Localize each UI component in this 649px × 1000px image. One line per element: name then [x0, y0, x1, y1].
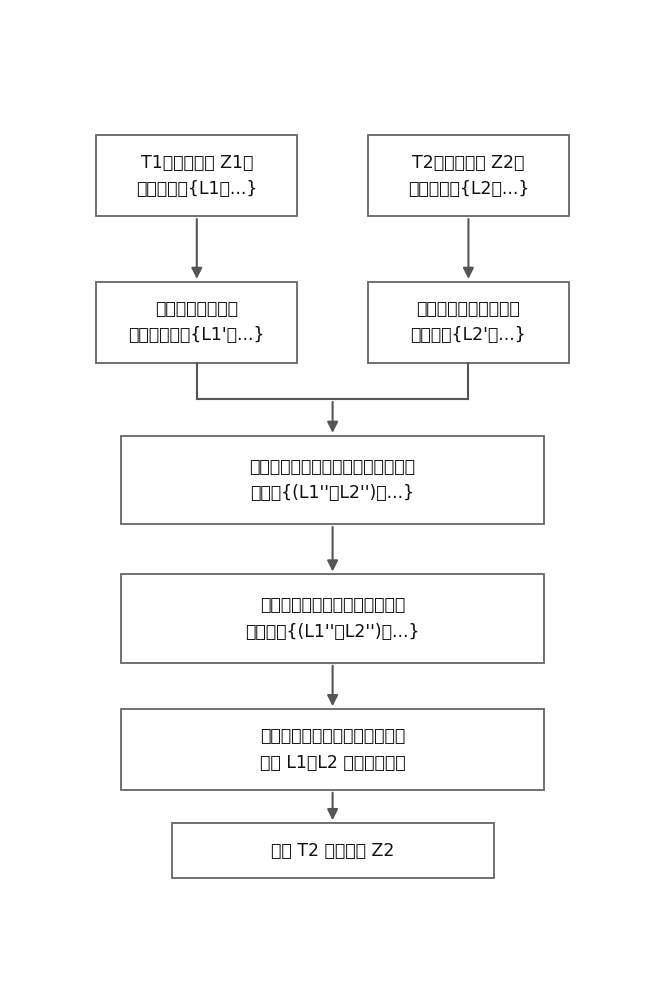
FancyBboxPatch shape [96, 282, 297, 363]
FancyBboxPatch shape [121, 436, 544, 524]
Text: 特征直线集变换到全局
坐标系下{L2'，...}: 特征直线集变换到全局 坐标系下{L2'，...} [411, 300, 526, 344]
FancyBboxPatch shape [121, 574, 544, 663]
FancyBboxPatch shape [121, 709, 544, 790]
Text: 更新 T2 时刻位置 Z2: 更新 T2 时刻位置 Z2 [271, 842, 395, 860]
FancyBboxPatch shape [96, 135, 297, 216]
FancyBboxPatch shape [368, 135, 569, 216]
Text: T2时刻，位姿 Z2，
特征直线集{L2，...}: T2时刻，位姿 Z2， 特征直线集{L2，...} [408, 154, 529, 198]
FancyBboxPatch shape [171, 823, 494, 878]
FancyBboxPatch shape [368, 282, 569, 363]
Text: 根据判定标准，寻找同一直线特征对
应关系{(L1''，L2'')，...}: 根据判定标准，寻找同一直线特征对 应关系{(L1''，L2'')，...} [250, 458, 415, 502]
Text: 根据判定标准，寻找相同直线特
征对应集{(L1''，L2'')，...}: 根据判定标准，寻找相同直线特 征对应集{(L1''，L2'')，...} [245, 596, 420, 641]
Text: T1时刻，位姿 Z1，
特征直线集{L1，...}: T1时刻，位姿 Z1， 特征直线集{L1，...} [136, 154, 258, 198]
Text: 特征直线集变换到
全局坐标系下{L1'，...}: 特征直线集变换到 全局坐标系下{L1'，...} [129, 300, 265, 344]
Text: 根据对应关系，由激光扫描器下
直线 L1，L2 计算位姿变化: 根据对应关系，由激光扫描器下 直线 L1，L2 计算位姿变化 [260, 727, 406, 772]
